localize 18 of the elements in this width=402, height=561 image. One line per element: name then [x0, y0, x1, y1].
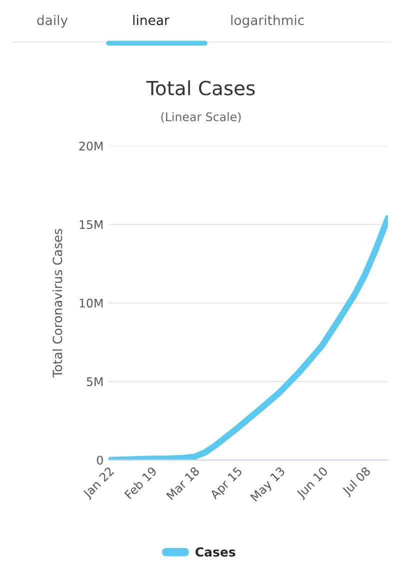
y-tick-label: 20M	[79, 142, 103, 151]
text: linear	[133, 14, 170, 26]
y-tick-label: 0	[96, 456, 103, 465]
text: daily	[37, 14, 68, 28]
text: logarithmic	[231, 14, 304, 28]
x-tick-label: Jun 10	[296, 466, 330, 500]
x-tick-label: Apr 15	[209, 466, 244, 502]
x-tick-label: Jan 22	[82, 466, 116, 500]
x-tick-label: Mar 18	[166, 466, 200, 500]
y-tick-label: 10M	[80, 298, 103, 308]
y-tick-label: 5M	[86, 377, 103, 386]
y-tick-label: 15M	[80, 220, 103, 230]
x-tick-label: Jul 08	[341, 466, 372, 498]
y-axis-title: Total Coronavirus Cases	[52, 228, 62, 378]
chart-subtitle: (Linear Scale)	[161, 112, 241, 123]
chart-title: Total Cases	[146, 80, 255, 96]
x-tick-label: Feb 19	[124, 466, 158, 500]
legend-label: Cases	[196, 547, 236, 557]
